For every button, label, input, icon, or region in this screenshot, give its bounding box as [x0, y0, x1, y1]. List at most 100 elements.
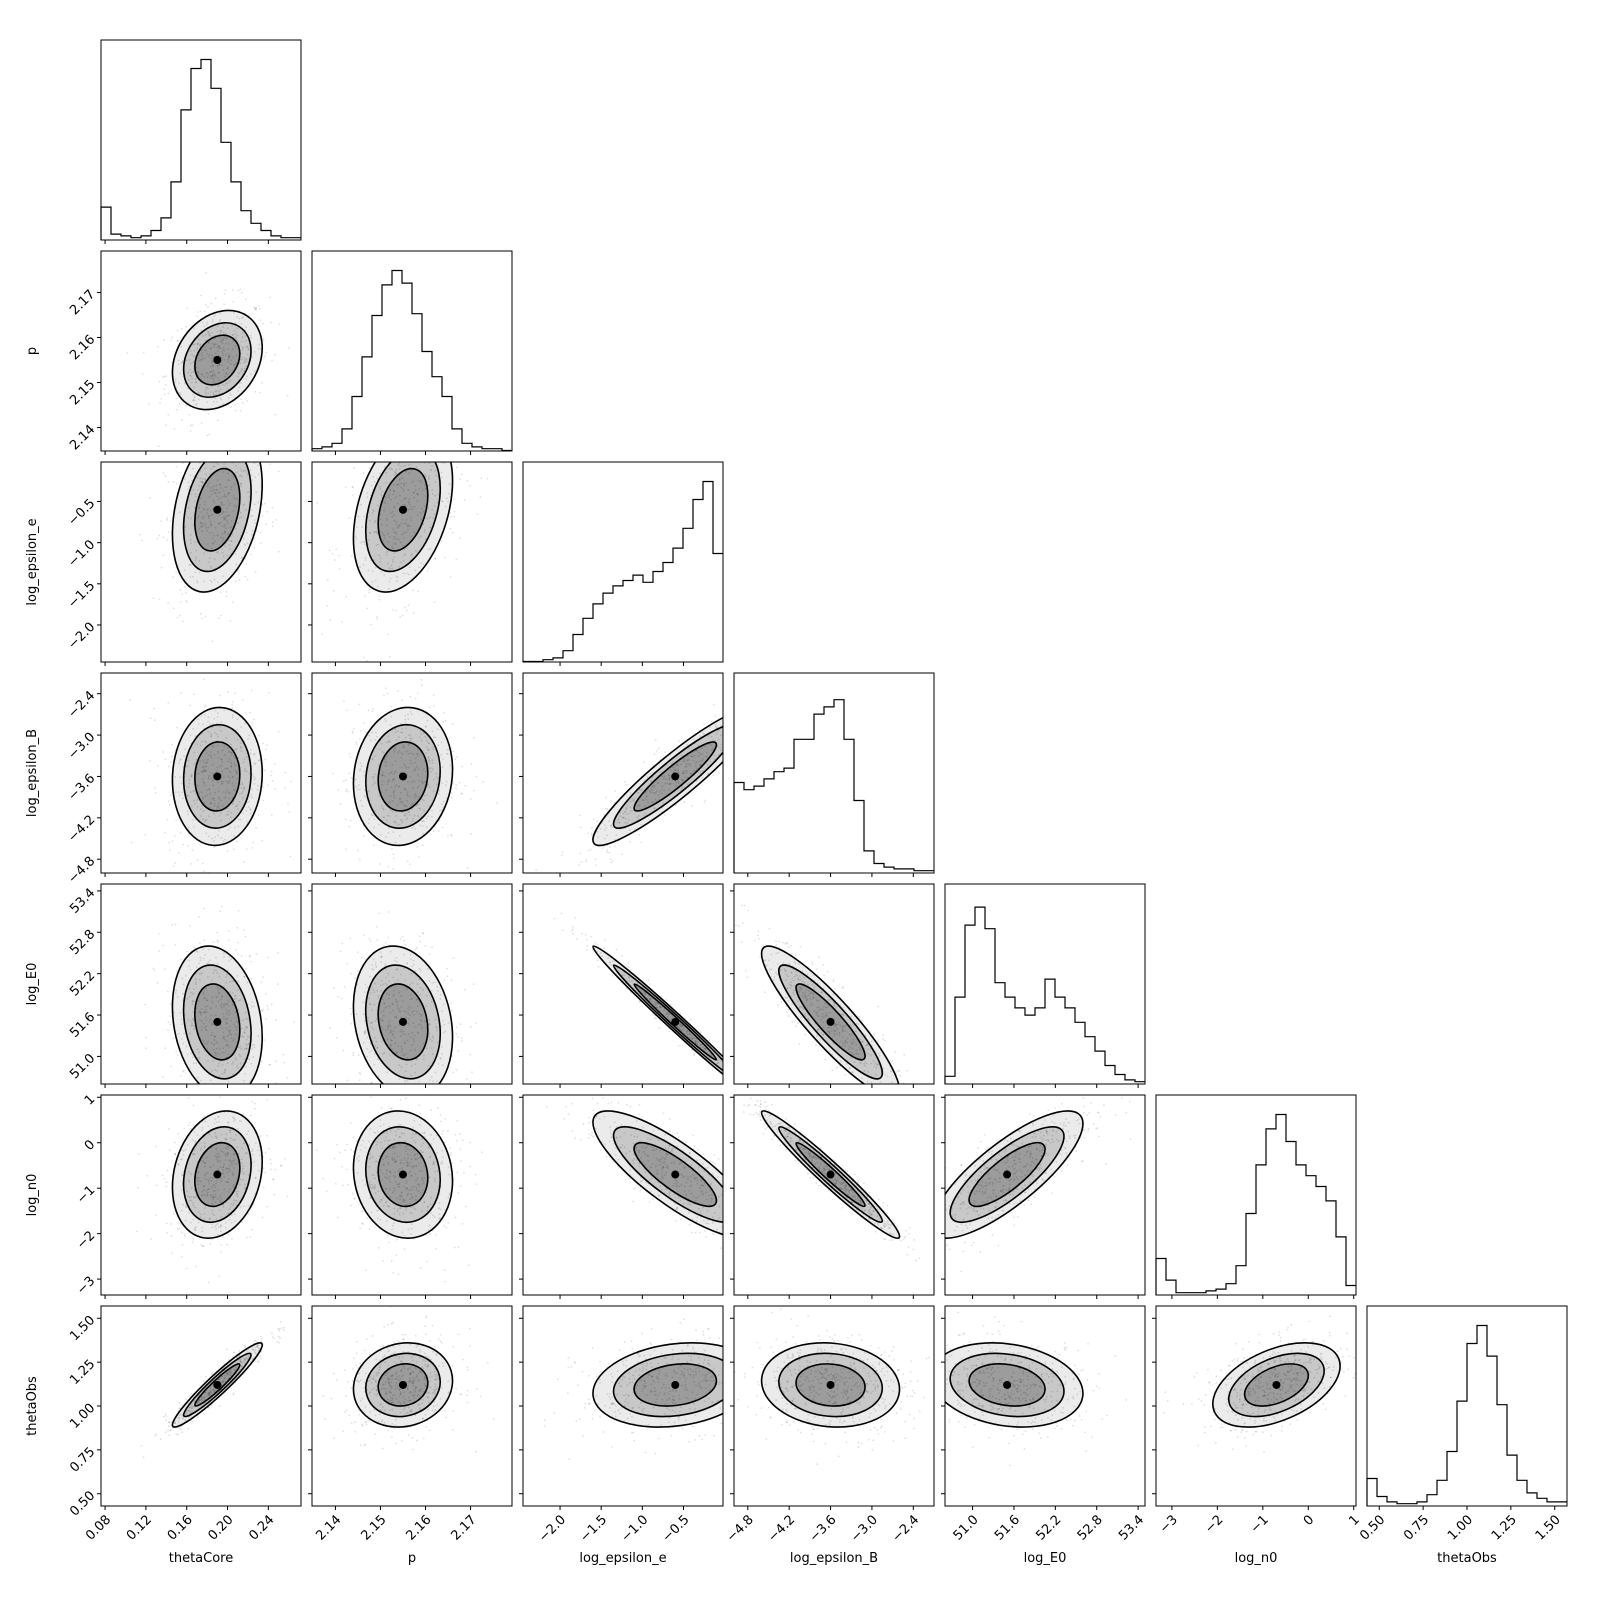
- panel-thetaObs-hist: 0.50 0.75 1.00 1.25 1.50 thetaObs: [1357, 1305, 1568, 1566]
- panel-p-hist: [311, 250, 513, 455]
- contour-3: [352, 945, 454, 1084]
- contour-2: [778, 1126, 884, 1224]
- panel-frame: [311, 883, 513, 1085]
- panel-log_E0-hist: [944, 883, 1146, 1088]
- panel-frame: [311, 672, 513, 874]
- x-axis-label: log_E0: [1024, 1551, 1067, 1566]
- panel-p-vs-thetaObs: 2.14 2.15 2.16 2.17 p: [308, 1305, 513, 1566]
- density-peak: [671, 1017, 680, 1026]
- x-tick-label: 1.00: [1445, 1512, 1476, 1543]
- panel-frame: [522, 672, 724, 874]
- x-tick-label: 0.50: [1357, 1512, 1388, 1543]
- contour-3: [592, 945, 723, 1084]
- y-axis-label: p: [25, 347, 40, 355]
- scatter-points: [135, 1095, 289, 1284]
- density-peak: [398, 772, 407, 781]
- scatter-points: [735, 904, 908, 1084]
- contour-3: [352, 462, 454, 593]
- density-peak: [213, 1170, 222, 1179]
- scatter-points: [332, 678, 499, 870]
- contour-2: [182, 322, 252, 398]
- contour-1: [194, 741, 241, 812]
- panel-frame: [100, 672, 302, 874]
- panel-log_epsilon_e-vs-log_n0: [519, 1094, 724, 1299]
- contour-1: [1243, 1363, 1310, 1407]
- histogram-thetaCore: [100, 58, 301, 240]
- density-peak: [213, 1380, 222, 1389]
- x-tick-label: 0.24: [246, 1512, 277, 1543]
- contour-3: [592, 1110, 723, 1239]
- y-tick-label: 1.50: [67, 1313, 98, 1344]
- density-peak: [671, 772, 680, 781]
- x-tick-label: −3.0: [848, 1512, 881, 1545]
- y-tick-label: −2.4: [65, 688, 98, 721]
- contour-2: [182, 1352, 252, 1418]
- contour-2: [1227, 1352, 1325, 1418]
- panel-log_epsilon_e-hist: [522, 461, 724, 666]
- panel-thetaCore-vs-log_epsilon_e: −2.0 −1.5 −1.0 −0.5 log_epsilon_e: [25, 461, 302, 666]
- panel-log_epsilon_B-vs-log_n0: [730, 1094, 935, 1299]
- density-peak: [398, 1380, 407, 1389]
- panel-log_n0-hist: [1155, 1094, 1357, 1299]
- contour-2: [365, 723, 441, 829]
- density-peak: [826, 1017, 835, 1026]
- y-axis-label: thetaObs: [25, 1376, 40, 1436]
- panel-frame: [1366, 1305, 1568, 1507]
- panel-frame: [100, 250, 302, 452]
- density-peak: [671, 1380, 680, 1389]
- contour-1: [194, 334, 241, 386]
- contour-2: [612, 1126, 723, 1224]
- contour-3: [352, 706, 454, 847]
- contour-1: [795, 983, 866, 1061]
- x-tick-label: 52.8: [1075, 1512, 1106, 1543]
- contour-1: [795, 1141, 866, 1208]
- y-tick-label: 53.4: [67, 886, 98, 917]
- panel-frame: [733, 1094, 935, 1296]
- x-tick-label: 1.50: [1533, 1512, 1564, 1543]
- contour-3: [945, 1342, 1084, 1428]
- contour-3: [171, 706, 264, 847]
- contour-3: [592, 1342, 723, 1428]
- scatter-points: [144, 905, 296, 1084]
- panel-thetaCore-vs-p: 2.14 2.15 2.16 2.17 p: [25, 250, 302, 455]
- x-tick-label: 2.14: [313, 1512, 344, 1543]
- scatter-points: [329, 911, 478, 1084]
- y-tick-label: −1.5: [65, 579, 98, 612]
- scatter-points: [322, 1306, 495, 1453]
- panel-log_epsilon_B-vs-thetaObs: −4.8 −4.2 −3.6 −3.0 −2.4 log_epsilon_B: [724, 1305, 935, 1566]
- scatter-points: [316, 462, 489, 662]
- panel-frame: [944, 883, 1146, 1085]
- scatter-points: [734, 1307, 930, 1465]
- histogram-thetaObs: [1366, 1324, 1567, 1506]
- density-peak: [213, 1017, 222, 1026]
- contour-2: [612, 1352, 723, 1418]
- panel-frame: [100, 39, 302, 241]
- contour-3: [352, 1342, 454, 1428]
- contour-1: [377, 1363, 429, 1407]
- panel-frame: [1155, 1094, 1357, 1296]
- y-tick-label: −3: [74, 1274, 98, 1298]
- y-tick-label: −2: [74, 1228, 98, 1252]
- panel-frame: [311, 250, 513, 452]
- contour-2: [365, 964, 441, 1080]
- contour-1: [633, 741, 718, 812]
- contour-2: [182, 462, 252, 573]
- density-peak: [213, 772, 222, 781]
- density-peak: [398, 505, 407, 514]
- scatter-points: [126, 271, 290, 448]
- y-tick-label: 1.00: [67, 1401, 98, 1432]
- contour-1: [968, 1141, 1046, 1208]
- histogram-log_n0: [1155, 1113, 1356, 1295]
- x-tick-label: −2.4: [889, 1512, 922, 1545]
- x-tick-label: 0.16: [165, 1512, 196, 1543]
- panel-thetaCore-vs-log_E0: 51.0 51.6 52.2 52.8 53.4 log_E0: [25, 883, 302, 1088]
- x-tick-label: 0.20: [205, 1512, 236, 1543]
- scatter-points: [129, 678, 293, 873]
- panel-thetaCore-hist: [100, 39, 302, 244]
- panel-frame: [311, 1094, 513, 1296]
- x-tick-label: 1: [1346, 1512, 1362, 1528]
- contour-1: [633, 1363, 718, 1407]
- panel-frame: [311, 461, 513, 663]
- y-tick-label: −3.6: [65, 771, 98, 804]
- panel-p-vs-log_epsilon_B: [308, 672, 513, 877]
